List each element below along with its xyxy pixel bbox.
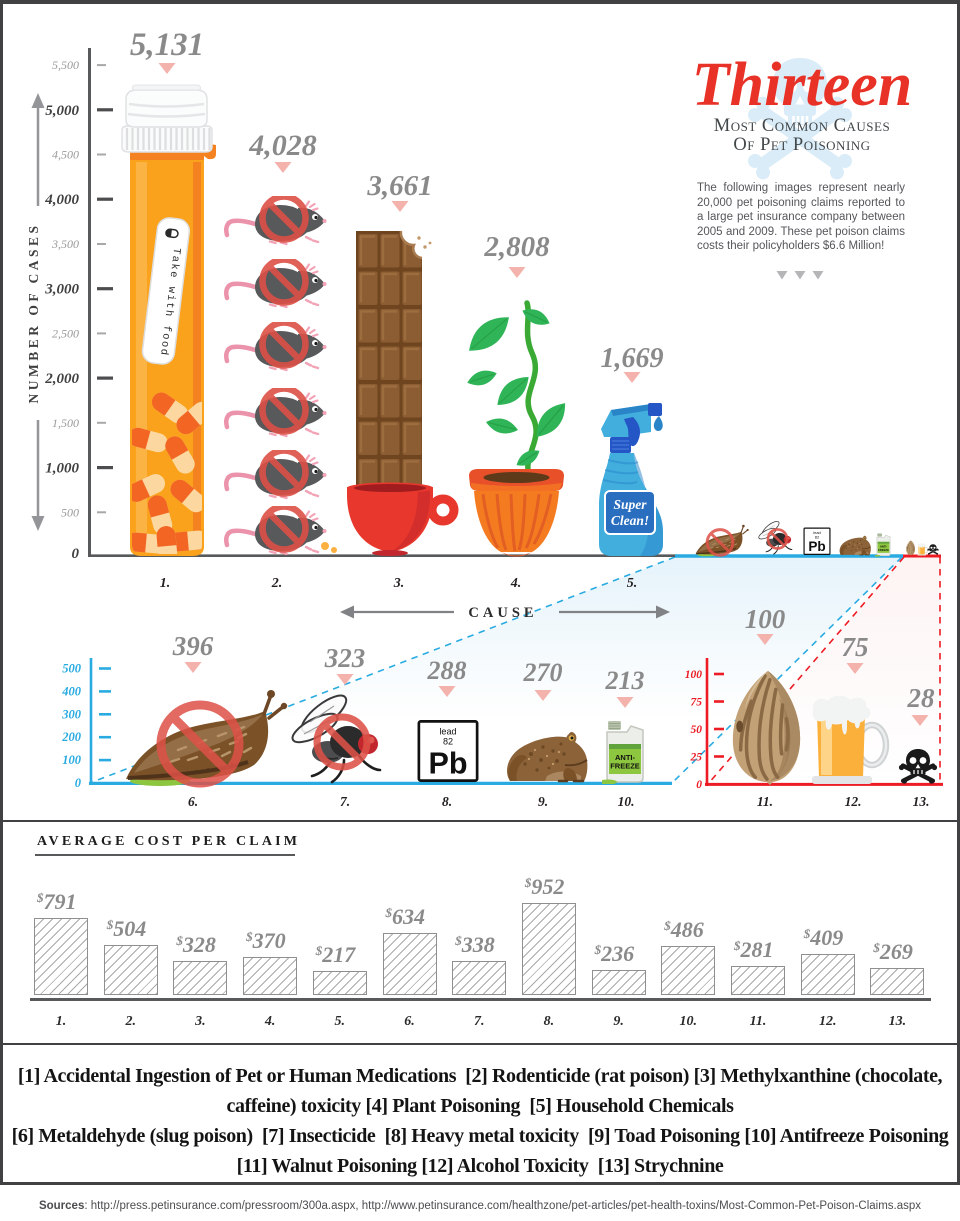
svg-text:3,000: 3,000 — [44, 282, 79, 298]
svg-text:500: 500 — [61, 505, 79, 519]
svg-text:75: 75 — [842, 632, 869, 662]
svg-text:2,808: 2,808 — [483, 231, 550, 263]
svg-text:396: 396 — [172, 631, 214, 661]
svg-text:1.: 1. — [160, 576, 171, 591]
svg-text:11.: 11. — [757, 794, 773, 809]
svg-text:5.: 5. — [627, 576, 638, 591]
svg-text:5,131: 5,131 — [130, 27, 204, 63]
svg-text:Super: Super — [613, 497, 647, 512]
svg-text:50: 50 — [691, 724, 703, 736]
svg-text:3,500: 3,500 — [51, 237, 79, 251]
svg-text:400: 400 — [61, 684, 82, 698]
svg-text:25: 25 — [690, 752, 703, 764]
svg-text:5,000: 5,000 — [45, 103, 79, 119]
svg-text:1,000: 1,000 — [45, 461, 79, 477]
svg-text:12.: 12. — [845, 794, 862, 809]
svg-text:200: 200 — [61, 730, 82, 744]
svg-text:100: 100 — [62, 753, 82, 767]
svg-text:100: 100 — [745, 604, 786, 634]
svg-text:2,500: 2,500 — [52, 326, 79, 340]
svg-text:7.: 7. — [340, 794, 350, 809]
svg-text:213: 213 — [605, 666, 645, 695]
svg-text:13.: 13. — [913, 794, 930, 809]
svg-text:8.: 8. — [442, 794, 452, 809]
svg-text:3.: 3. — [393, 576, 405, 591]
svg-text:NUMBER OF CASES: NUMBER OF CASES — [26, 222, 41, 403]
svg-text:0: 0 — [72, 546, 80, 562]
svg-text:28: 28 — [907, 683, 936, 713]
svg-text:2,000: 2,000 — [44, 371, 79, 387]
svg-text:5,500: 5,500 — [52, 58, 79, 72]
svg-text:3,661: 3,661 — [366, 170, 432, 202]
svg-text:Clean!: Clean! — [611, 513, 649, 528]
svg-text:0: 0 — [696, 779, 702, 791]
svg-text:300: 300 — [61, 707, 82, 721]
svg-text:4,028: 4,028 — [248, 129, 317, 162]
svg-text:500: 500 — [62, 662, 82, 676]
svg-text:CAUSE: CAUSE — [468, 605, 537, 621]
svg-text:0: 0 — [75, 776, 82, 790]
svg-text:4,500: 4,500 — [52, 148, 79, 162]
svg-text:270: 270 — [523, 658, 563, 687]
svg-text:9.: 9. — [538, 794, 548, 809]
svg-text:1,500: 1,500 — [52, 416, 79, 430]
svg-text:10.: 10. — [618, 794, 635, 809]
svg-text:75: 75 — [691, 697, 703, 709]
svg-text:4.: 4. — [510, 576, 522, 591]
svg-text:323: 323 — [324, 643, 366, 673]
svg-text:1,669: 1,669 — [601, 343, 664, 374]
svg-text:2.: 2. — [271, 576, 283, 591]
svg-text:288: 288 — [427, 656, 467, 685]
svg-text:100: 100 — [685, 669, 703, 681]
svg-text:6.: 6. — [188, 794, 198, 809]
svg-text:4,000: 4,000 — [44, 192, 79, 208]
